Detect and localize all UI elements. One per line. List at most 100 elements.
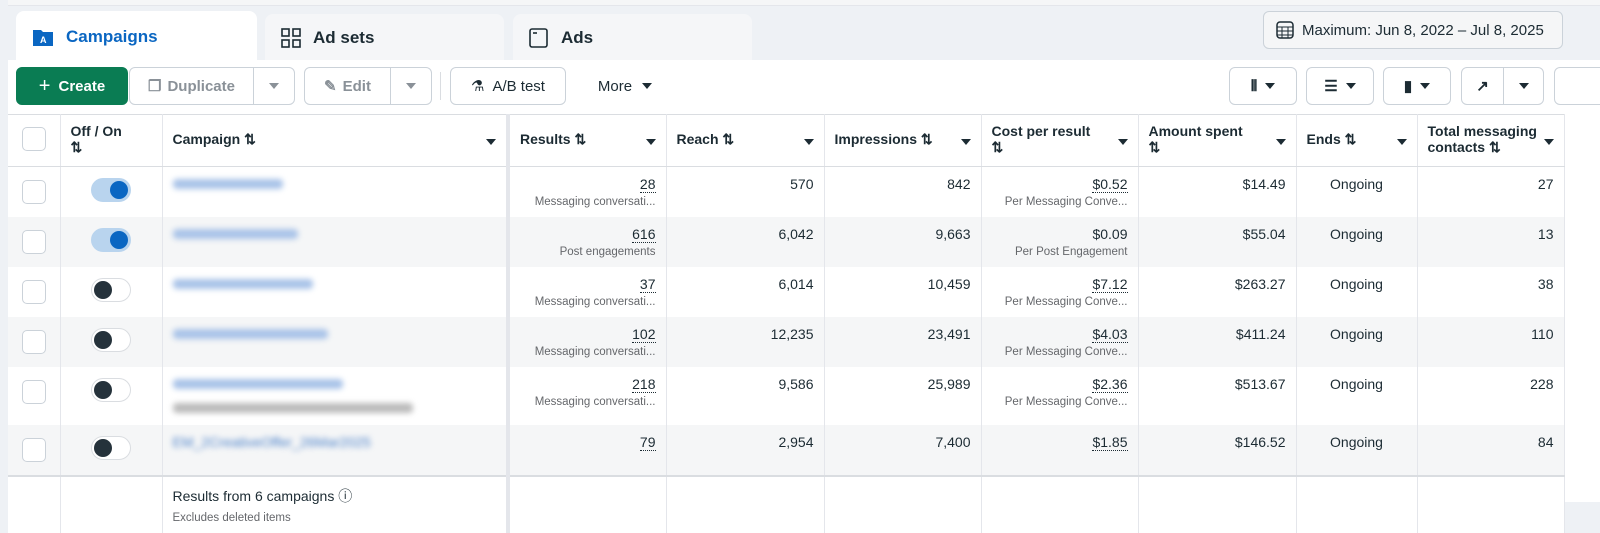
amount-spent-cell: $411.24 xyxy=(1138,317,1297,367)
breakdown-button[interactable]: ☰ xyxy=(1306,67,1374,105)
cost-value[interactable]: $1.85 xyxy=(1092,434,1128,451)
results-value[interactable]: 28 xyxy=(639,176,656,193)
sort-icon[interactable]: ⇅ xyxy=(70,139,83,155)
table-row[interactable]: 616 Post engagements 6,042 9,663 $0.09 Per… xyxy=(8,217,1565,267)
row-checkbox[interactable] xyxy=(21,230,46,254)
col-results[interactable]: Results ⇅ xyxy=(508,114,667,167)
col-reach[interactable]: Reach ⇅ xyxy=(666,114,825,167)
tab-ads[interactable]: Ads xyxy=(513,14,752,62)
campaign-name-link[interactable] xyxy=(172,226,497,242)
more-tools-button[interactable] xyxy=(1554,67,1600,105)
messaging-contacts-cell: 38 xyxy=(1417,267,1565,317)
results-value[interactable]: 102 xyxy=(632,326,656,343)
results-value[interactable]: 616 xyxy=(632,226,656,243)
table-row[interactable]: EM_2CreativeOffer_26Mar2025 79 2,954 7,4… xyxy=(8,425,1565,476)
select-all[interactable] xyxy=(8,114,61,167)
row-checkbox[interactable] xyxy=(21,380,46,404)
tab-ad-sets[interactable]: Ad sets xyxy=(265,14,504,62)
cost-value[interactable]: $0.52 xyxy=(1092,176,1128,193)
campaign-toggle[interactable] xyxy=(91,278,131,302)
col-campaign[interactable]: Campaign ⇅ xyxy=(162,114,510,167)
table-row[interactable]: 218 Messaging conversati... 9,586 25,989 … xyxy=(8,367,1565,425)
date-range-picker[interactable]: Maximum: Jun 8, 2022 – Jul 8, 2025 xyxy=(1263,11,1563,49)
col-off-on[interactable]: Off / On ⇅ xyxy=(60,114,163,167)
row-select[interactable] xyxy=(8,317,61,367)
table-row[interactable]: 102 Messaging conversati... 12,235 23,491… xyxy=(8,317,1565,367)
create-button[interactable]: + Create xyxy=(16,67,128,105)
row-checkbox[interactable] xyxy=(21,180,46,204)
amount-spent-cell: $55.04 xyxy=(1138,217,1297,267)
reach-cell: 2,954 xyxy=(666,425,825,476)
sort-icon[interactable]: ⇅ xyxy=(920,131,933,147)
export-button[interactable]: ↗ xyxy=(1461,67,1544,105)
reach-cell: 6,014 xyxy=(666,267,825,317)
sort-icon[interactable]: ⇅ xyxy=(1488,139,1501,155)
results-value[interactable]: 37 xyxy=(639,276,656,293)
caret-down-icon[interactable] xyxy=(645,139,656,145)
duplicate-dropdown[interactable] xyxy=(254,68,294,104)
cost-type: Per Messaging Conve... xyxy=(1004,296,1128,308)
results-value[interactable]: 79 xyxy=(639,434,656,451)
cost-value[interactable]: $2.36 xyxy=(1092,376,1128,393)
row-select[interactable] xyxy=(8,425,61,476)
col-impressions[interactable]: Impressions ⇅ xyxy=(824,114,982,167)
cost-value[interactable]: $7.12 xyxy=(1092,276,1128,293)
campaign-name-link[interactable] xyxy=(172,276,497,292)
campaign-name-link[interactable] xyxy=(172,176,497,192)
more-button[interactable]: More xyxy=(580,67,670,105)
table-row[interactable]: 37 Messaging conversati... 6,014 10,459 $… xyxy=(8,267,1565,317)
cost-value[interactable]: $4.03 xyxy=(1092,326,1128,343)
impressions-cell: 25,989 xyxy=(824,367,982,425)
results-type: Messaging conversati... xyxy=(534,346,656,358)
col-ends[interactable]: Ends ⇅ xyxy=(1296,114,1418,167)
campaign-toggle[interactable] xyxy=(91,228,131,252)
campaign-name-link[interactable] xyxy=(172,326,497,342)
campaign-toggle[interactable] xyxy=(91,328,131,352)
results-value[interactable]: 218 xyxy=(632,376,656,393)
col-amount-spent[interactable]: Amount spent ⇅ xyxy=(1138,114,1297,167)
tab-campaigns[interactable]: A Campaigns xyxy=(16,11,257,63)
sort-icon[interactable]: ⇅ xyxy=(1344,131,1357,147)
caret-down-icon[interactable] xyxy=(1396,139,1407,145)
row-select[interactable] xyxy=(8,217,61,267)
export-dropdown[interactable] xyxy=(1504,68,1543,104)
sort-icon[interactable]: ⇅ xyxy=(244,131,256,147)
caret-down-icon[interactable] xyxy=(1543,139,1554,145)
columns-button[interactable]: ⦀ xyxy=(1229,67,1297,105)
campaign-toggle[interactable] xyxy=(91,178,131,202)
row-checkbox[interactable] xyxy=(21,280,46,304)
caret-down-icon[interactable] xyxy=(803,139,814,145)
campaign-toggle[interactable] xyxy=(91,436,131,460)
ab-test-button[interactable]: ⚗ A/B test xyxy=(450,67,566,105)
reports-button[interactable]: ▮ xyxy=(1383,67,1451,105)
row-select[interactable] xyxy=(8,166,61,217)
edit-button[interactable]: ✎ Edit xyxy=(304,67,432,105)
col-total-messaging-contacts[interactable]: Total messaging contacts ⇅ xyxy=(1417,114,1565,167)
caret-down-icon[interactable] xyxy=(486,139,496,145)
duplicate-button[interactable]: ❐ Duplicate xyxy=(129,67,295,105)
table-row[interactable]: 28 Messaging conversati... 570 842 $0.52 P… xyxy=(8,166,1565,217)
edit-dropdown[interactable] xyxy=(391,68,431,104)
sort-icon[interactable]: ⇅ xyxy=(722,131,735,147)
sort-icon[interactable]: ⇅ xyxy=(1148,139,1161,155)
col-cost-per-result[interactable]: Cost per result ⇅ xyxy=(981,114,1139,167)
row-checkbox[interactable] xyxy=(21,330,46,354)
caret-down-icon[interactable] xyxy=(1117,139,1128,145)
cost-value[interactable]: $0.09 xyxy=(1092,226,1128,242)
row-select[interactable] xyxy=(8,367,61,425)
campaign-name-link[interactable] xyxy=(172,376,497,392)
select-all-checkbox[interactable] xyxy=(21,127,46,151)
row-select[interactable] xyxy=(8,267,61,317)
col-label: Cost per result xyxy=(991,123,1091,139)
sort-icon[interactable]: ⇅ xyxy=(991,139,1004,155)
campaign-name-link[interactable]: EM_2CreativeOffer_26Mar2025 xyxy=(172,434,371,450)
campaign-toggle[interactable] xyxy=(91,378,131,402)
impressions-cell: 842 xyxy=(824,166,982,217)
info-icon[interactable]: ⓘ xyxy=(338,488,353,504)
sort-icon[interactable]: ⇅ xyxy=(574,131,587,147)
row-checkbox[interactable] xyxy=(21,438,46,462)
toggle-knob xyxy=(110,181,128,199)
campaign-name-cell xyxy=(162,367,510,425)
caret-down-icon[interactable] xyxy=(1275,139,1286,145)
caret-down-icon[interactable] xyxy=(960,139,971,145)
